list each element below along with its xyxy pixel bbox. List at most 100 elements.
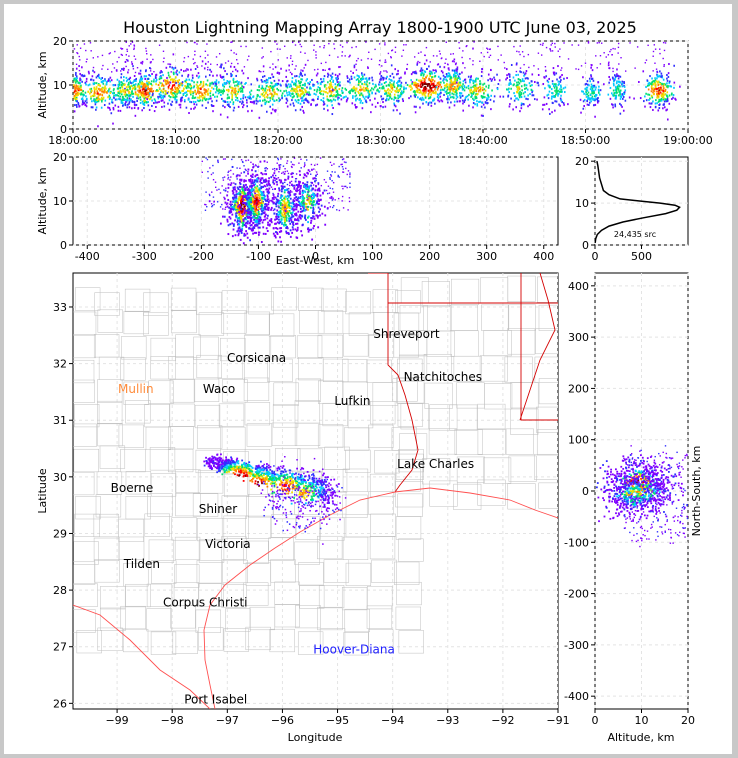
source-point: [214, 82, 217, 85]
source-point: [251, 175, 253, 178]
source-point: [618, 90, 621, 93]
source-point: [310, 197, 313, 200]
source-point: [260, 201, 263, 204]
source-point: [101, 94, 104, 97]
source-point: [118, 56, 120, 59]
source-point: [515, 74, 517, 77]
source-point: [293, 82, 295, 85]
source-point: [209, 84, 211, 87]
source-point: [423, 81, 426, 84]
source-point: [229, 80, 231, 83]
source-point: [242, 106, 244, 109]
source-point: [146, 95, 149, 98]
source-point: [313, 69, 316, 71]
source-point: [120, 48, 123, 50]
source-point: [341, 55, 343, 57]
source-point: [614, 48, 616, 50]
source-point: [254, 186, 256, 189]
source-point: [249, 194, 252, 197]
source-point: [427, 89, 430, 92]
source-point: [80, 89, 83, 92]
source-point: [434, 88, 436, 91]
source-point: [523, 74, 525, 77]
source-point: [360, 99, 362, 102]
source-point: [315, 74, 318, 77]
source-point: [454, 82, 456, 85]
source-point: [233, 194, 236, 197]
source-point: [256, 214, 259, 217]
source-point: [247, 216, 250, 219]
source-point: [94, 103, 97, 106]
source-point: [112, 92, 114, 95]
source-point: [335, 88, 337, 91]
source-point: [273, 172, 276, 175]
source-point: [432, 69, 435, 72]
source-point: [619, 90, 621, 93]
source-point: [317, 86, 320, 89]
source-point: [397, 85, 399, 88]
source-point: [555, 93, 557, 96]
source-point: [349, 90, 351, 93]
source-point: [137, 97, 140, 100]
source-point: [646, 79, 649, 82]
source-point: [289, 92, 291, 95]
source-point: [95, 101, 98, 104]
source-point: [283, 202, 286, 205]
source-point: [242, 198, 244, 201]
source-point: [557, 50, 559, 52]
source-point: [298, 86, 301, 89]
source-point: [285, 230, 288, 233]
source-point: [228, 89, 230, 92]
source-point: [291, 60, 294, 63]
time-height-xtick-label: 18:20:00: [253, 134, 302, 147]
source-point: [233, 106, 236, 109]
source-point: [226, 73, 228, 76]
source-point: [279, 98, 281, 101]
source-point: [317, 68, 319, 71]
source-point: [667, 85, 669, 88]
source-point: [617, 75, 620, 78]
source-point: [237, 207, 240, 210]
source-point: [96, 75, 99, 78]
source-point: [129, 87, 131, 90]
source-point: [124, 89, 127, 92]
source-point: [305, 205, 308, 208]
source-point: [284, 198, 287, 201]
source-point: [287, 83, 290, 86]
source-point: [430, 104, 433, 107]
source-point: [293, 205, 295, 208]
source-point: [123, 84, 126, 87]
source-point: [245, 196, 247, 199]
source-point: [355, 106, 358, 109]
source-point: [143, 100, 145, 103]
source-point: [300, 204, 303, 207]
source-point: [562, 102, 565, 105]
source-point: [490, 79, 493, 82]
source-point: [249, 93, 252, 96]
source-point: [542, 82, 545, 85]
source-point: [232, 188, 235, 191]
source-point: [464, 67, 466, 69]
source-point: [288, 215, 290, 218]
source-point: [367, 57, 369, 60]
source-point: [245, 99, 248, 102]
source-point: [348, 78, 351, 81]
source-point: [279, 211, 282, 214]
source-point: [128, 97, 131, 100]
source-point: [540, 54, 543, 56]
source-point: [312, 227, 315, 230]
source-point: [329, 84, 331, 87]
source-point: [158, 87, 161, 90]
source-point: [155, 80, 157, 83]
source-point: [470, 76, 472, 79]
source-point: [145, 47, 147, 50]
source-point: [139, 101, 142, 104]
source-point: [131, 61, 133, 63]
source-point: [651, 81, 654, 84]
source-point: [293, 104, 295, 107]
source-point: [210, 63, 212, 65]
source-point: [393, 98, 395, 101]
source-point: [120, 81, 123, 84]
source-point: [90, 78, 93, 81]
source-point: [233, 186, 236, 189]
